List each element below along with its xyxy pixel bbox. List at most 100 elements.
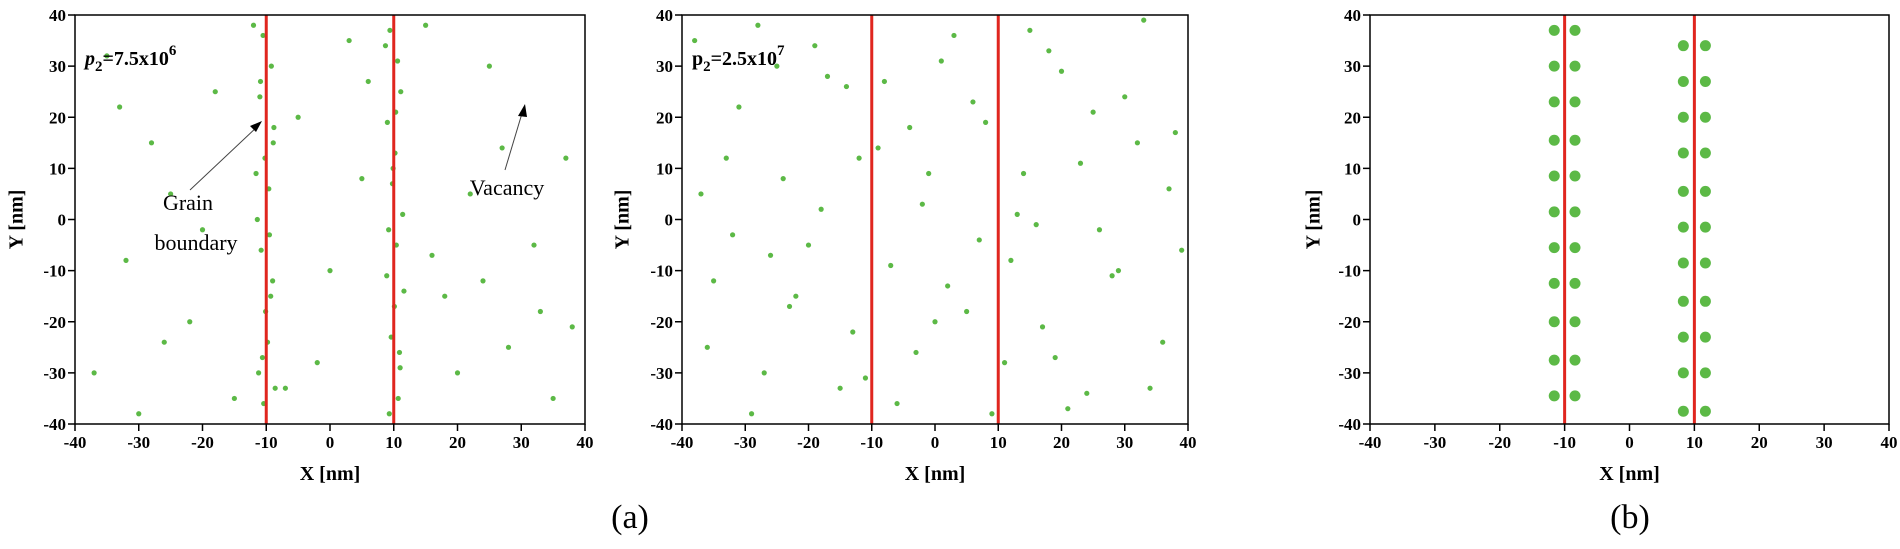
data-point	[964, 308, 970, 315]
data-point	[1122, 94, 1128, 100]
data-point	[1699, 111, 1711, 123]
arrow-line	[504, 109, 524, 171]
data-point	[1033, 222, 1039, 228]
data-point	[260, 32, 266, 39]
x-tick-label: 40	[1881, 433, 1898, 452]
y-tick-label: -40	[43, 415, 66, 434]
data-point	[698, 191, 704, 197]
data-point	[1569, 242, 1581, 254]
data-point	[1548, 242, 1560, 254]
data-point	[1569, 206, 1581, 218]
data-point	[1020, 170, 1027, 177]
data-point	[1569, 96, 1581, 108]
arrow-line	[189, 125, 259, 191]
data-point	[1677, 221, 1689, 233]
data-point	[894, 400, 900, 407]
data-point	[945, 283, 951, 289]
y-tick-label: 30	[49, 57, 66, 76]
data-point	[271, 124, 277, 131]
data-point	[1677, 185, 1689, 197]
data-point	[1699, 405, 1711, 417]
y-tick-label: 40	[49, 6, 66, 25]
data-point	[187, 319, 193, 325]
data-point	[1548, 316, 1560, 328]
data-point	[314, 360, 320, 366]
x-tick-label: -10	[860, 433, 883, 452]
panel-label: (b)	[1610, 499, 1650, 536]
x-axis-label: X [nm]	[1599, 463, 1660, 485]
data-point	[429, 252, 435, 258]
data-point	[550, 395, 556, 402]
data-point	[1065, 406, 1071, 412]
data-point	[1077, 160, 1084, 166]
data-point	[480, 278, 486, 284]
x-tick-label: -20	[797, 433, 820, 452]
data-point	[1569, 316, 1581, 328]
data-point	[346, 37, 352, 44]
note: Grain	[163, 190, 213, 215]
data-point	[396, 349, 403, 356]
data-point	[382, 43, 389, 49]
data-point	[938, 58, 944, 64]
data-point	[1699, 257, 1711, 269]
x-tick-label: -30	[734, 433, 757, 452]
data-point	[983, 119, 989, 125]
arrow-head	[518, 104, 527, 117]
data-point	[1147, 385, 1153, 391]
y-tick-label: 10	[1344, 159, 1361, 178]
data-point	[1014, 211, 1020, 217]
x-tick-label: 40	[577, 433, 594, 452]
data-point	[767, 252, 774, 258]
data-point	[761, 370, 767, 376]
data-point	[1084, 390, 1090, 396]
data-point	[486, 63, 492, 69]
data-point	[359, 176, 365, 182]
data-point	[1548, 354, 1560, 366]
data-point	[1039, 324, 1046, 330]
data-point	[730, 232, 736, 238]
data-point	[563, 155, 569, 161]
data-point	[1548, 24, 1560, 36]
data-point	[499, 145, 505, 151]
data-point	[1569, 354, 1581, 366]
data-point	[423, 22, 429, 28]
data-point	[1548, 134, 1560, 146]
data-point	[136, 411, 142, 417]
x-tick-label: 0	[326, 433, 335, 452]
data-point	[282, 385, 288, 391]
data-point	[386, 411, 392, 417]
data-point	[1699, 40, 1711, 52]
x-tick-label: 40	[1180, 433, 1197, 452]
data-point	[256, 370, 262, 376]
data-point	[1569, 170, 1581, 182]
data-point	[1166, 186, 1172, 192]
data-point	[1052, 354, 1058, 361]
data-point	[926, 170, 932, 177]
data-point	[268, 63, 274, 69]
data-point	[1699, 185, 1711, 197]
data-point	[1677, 40, 1689, 52]
y-tick-label: 30	[656, 57, 673, 76]
x-tick-label: -40	[671, 433, 694, 452]
data-point	[1699, 367, 1711, 379]
x-tick-label: 20	[1751, 433, 1768, 452]
y-tick-label: -10	[650, 262, 673, 281]
data-point	[780, 176, 786, 182]
data-point	[805, 242, 812, 248]
data-point	[254, 216, 260, 223]
y-tick-label: -30	[43, 364, 66, 383]
annotation-main: =2.5x10	[711, 48, 777, 70]
data-point	[365, 78, 371, 85]
data-point	[736, 104, 742, 110]
x-tick-label: 30	[513, 433, 530, 452]
data-point	[1548, 60, 1560, 72]
y-tick-label: 0	[1353, 211, 1362, 230]
data-point	[1677, 331, 1689, 343]
data-point	[748, 411, 755, 417]
data-point	[259, 354, 266, 361]
annotation-sup: 6	[169, 43, 177, 59]
data-point	[1677, 147, 1689, 159]
data-point	[231, 395, 237, 402]
x-tick-label: 0	[1625, 433, 1634, 452]
data-point	[989, 411, 995, 417]
